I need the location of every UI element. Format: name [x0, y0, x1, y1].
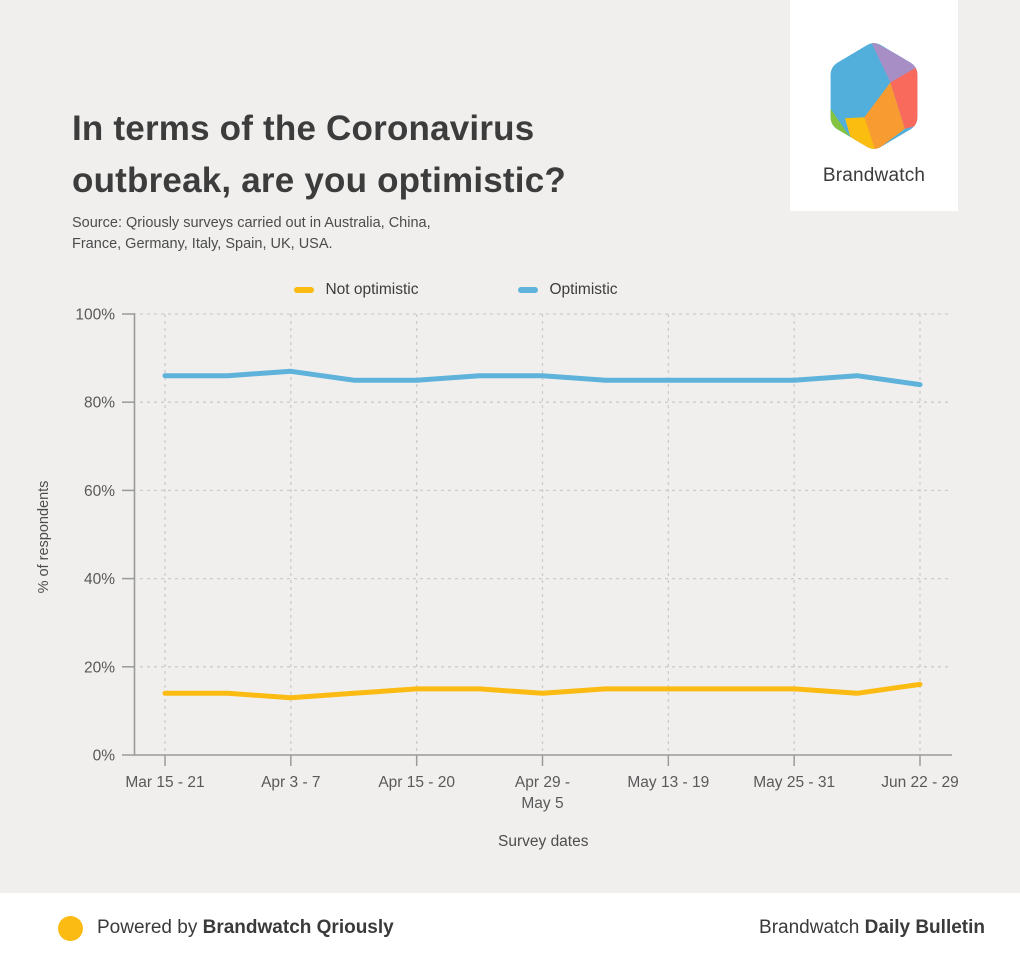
y-tick-label: 100%: [75, 307, 115, 324]
qriously-dot-icon: [58, 915, 83, 941]
x-tick-label: Apr 29 -May 5: [515, 774, 570, 812]
legend-label-not-optimistic: Not optimistic: [325, 281, 419, 298]
daily-bulletin-text: Brandwatch Daily Bulletin: [759, 917, 985, 938]
optimistic-line: [162, 368, 923, 388]
y-axis-title: % of respondents: [36, 481, 52, 594]
y-tick-label: 0%: [93, 748, 116, 765]
x-tick-label: Jun 22 - 29: [881, 774, 959, 791]
not-optimistic-marker-icon: [294, 287, 315, 293]
not-optimistic-line: [162, 681, 923, 701]
x-tick-label: Apr 3 - 7: [261, 774, 320, 791]
brandwatch-hexagon-icon: [830, 43, 918, 149]
x-tick-label: May 25 - 31: [753, 774, 835, 791]
brandwatch-wordmark: Brandwatch: [822, 165, 926, 186]
powered-by-text: Powered by Brandwatch Qriously: [97, 917, 394, 938]
logo-segment-orange: [864, 82, 905, 149]
powered-by: Powered by Brandwatch Qriously: [58, 915, 394, 941]
x-axis-title: Survey dates: [498, 833, 589, 850]
legend-label-optimistic: Optimistic: [549, 281, 618, 298]
page-title: In terms of the Coronavirus outbreak, ar…: [72, 109, 566, 201]
legend-item-not-optimistic: Not optimistic: [294, 281, 418, 299]
footer-bar: Powered by Brandwatch Qriously Brandwatc…: [0, 893, 1020, 963]
brand-logo-card: Brandwatch: [790, 0, 958, 211]
y-tick-label: 60%: [84, 483, 115, 500]
axis-lines: [133, 313, 952, 756]
legend-item-optimistic: Optimistic: [518, 281, 618, 299]
logo-segment-yellow: [845, 117, 876, 149]
logo-segment-coral: [890, 65, 918, 129]
y-tick-label: 20%: [84, 659, 115, 676]
x-tick-label: May 13 - 19: [627, 774, 709, 791]
y-tick-label: 40%: [84, 571, 115, 588]
x-tick-label: Mar 15 - 21: [125, 774, 204, 791]
optimistic-marker-icon: [518, 287, 539, 293]
chart-legend: Not optimistic Optimistic: [100, 281, 812, 299]
x-tick-label: Apr 15 - 20: [378, 774, 455, 791]
source-text: Source: Qriously surveys carried out in …: [72, 215, 431, 253]
y-tick-label: 80%: [84, 395, 115, 412]
logo-segment-purple: [870, 43, 918, 83]
